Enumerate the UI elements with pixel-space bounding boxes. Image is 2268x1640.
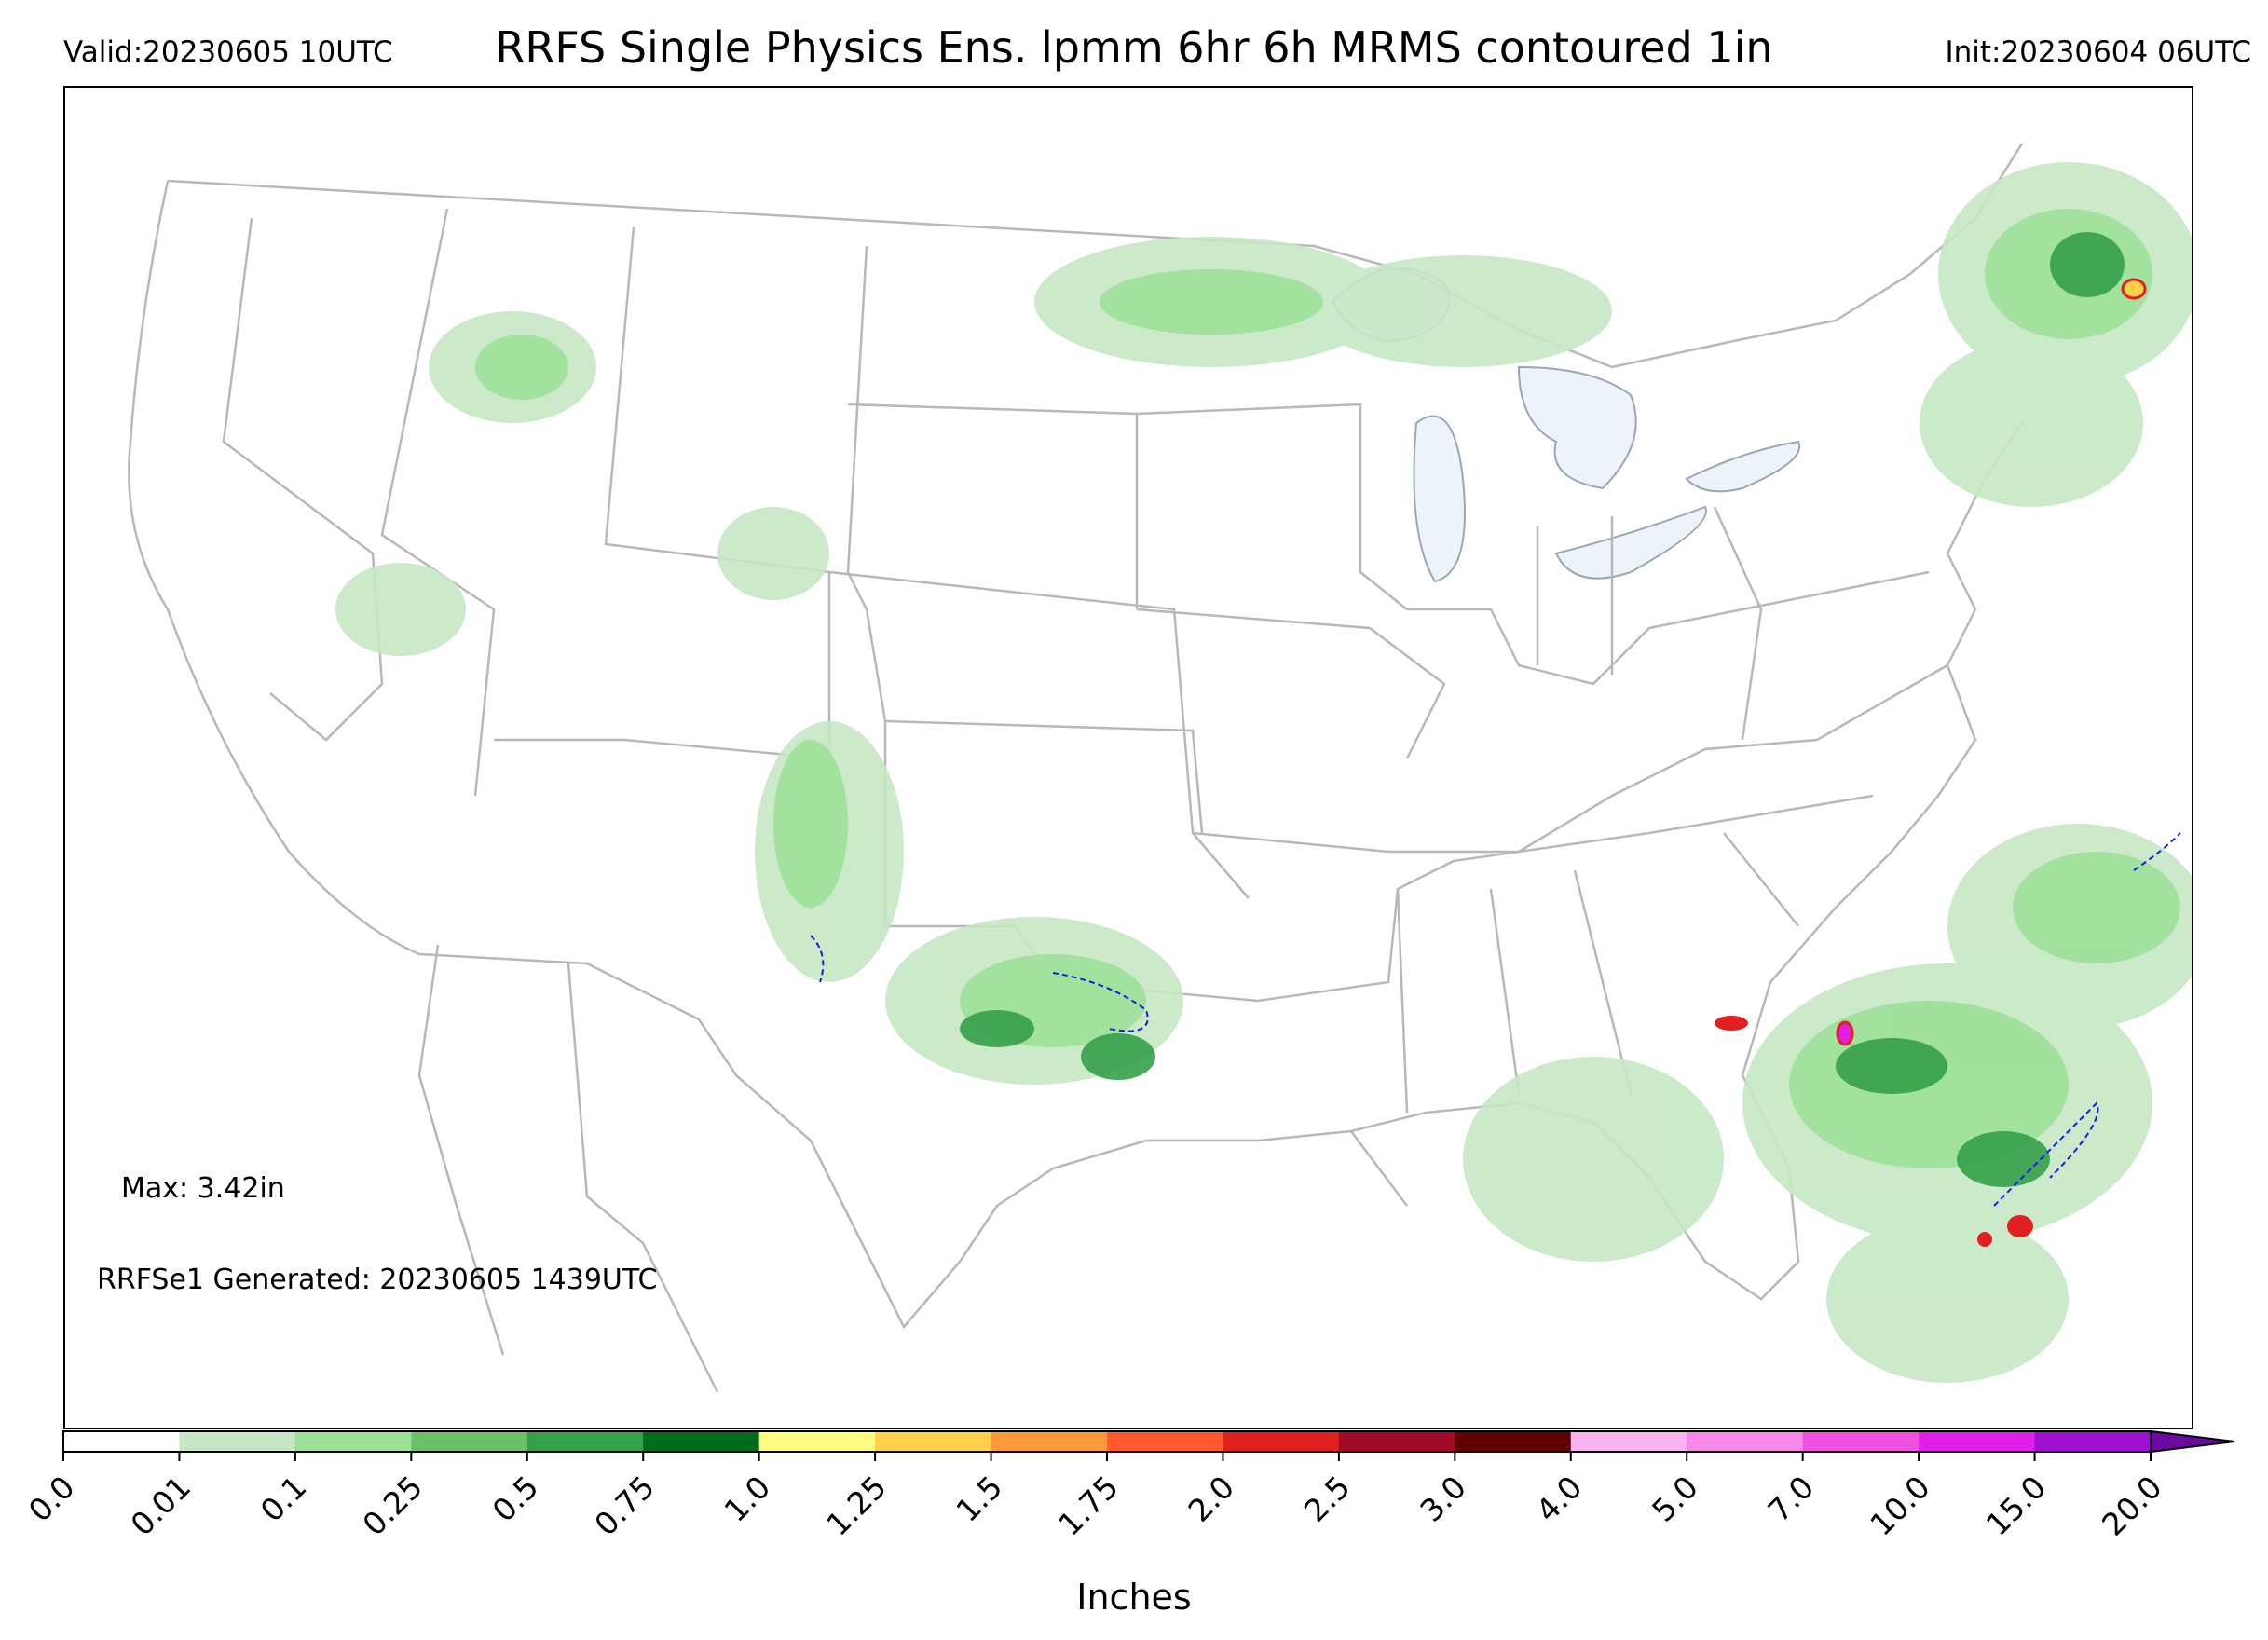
colorbar-cells xyxy=(62,1429,2235,1454)
colorbar-tick-label: 0.5 xyxy=(485,1469,546,1529)
colorbar-tick-label: 2.0 xyxy=(1181,1469,1241,1529)
colorbar-tick-label: 20.0 xyxy=(2095,1469,2169,1543)
colorbar-tick-label: 0.1 xyxy=(253,1469,314,1529)
colorbar-label: Inches xyxy=(1076,1577,1192,1618)
colorbar-cell xyxy=(1455,1431,1572,1452)
colorbar-cell xyxy=(1338,1431,1455,1452)
colorbar-cell xyxy=(411,1431,528,1452)
colorbar-tick-label: 10.0 xyxy=(1863,1469,1937,1543)
colorbar-cell xyxy=(643,1431,760,1452)
precip-light-areas xyxy=(335,162,2192,1383)
colorbar-tick-label: 0.75 xyxy=(587,1469,662,1543)
precip-medium-areas xyxy=(475,209,2180,1168)
precip-extreme-spots xyxy=(1715,278,2147,1247)
colorbar-tick-label: 0.25 xyxy=(355,1469,430,1543)
max-value-label: Max: 3.42in xyxy=(121,1172,285,1205)
colorbar-tick-label: 0.0 xyxy=(21,1469,82,1529)
colorbar-cell xyxy=(179,1431,296,1452)
precip-map xyxy=(63,86,2193,1429)
precip-swaths xyxy=(335,162,2192,1383)
colorbar-ticks: 0.0 0.01 0.1 0.25 0.5 0.75 1.0 1.25 1.5 1.75 2.0 2.… xyxy=(21,1452,2169,1543)
colorbar-tick-label: 5.0 xyxy=(1645,1469,1705,1529)
colorbar-tick-label: 15.0 xyxy=(1979,1469,2054,1543)
colorbar-tick-label: 1.25 xyxy=(819,1469,894,1543)
colorbar-tick-label: 7.0 xyxy=(1761,1469,1822,1529)
map-title: RRFS Single Physics Ens. lpmm 6hr 6h MRM… xyxy=(495,22,1773,73)
colorbar-tick-label: 2.5 xyxy=(1297,1469,1358,1529)
colorbar-cell xyxy=(1570,1431,1687,1452)
colorbar-cell xyxy=(526,1431,644,1452)
mrms-1in-contours xyxy=(810,832,2181,1207)
colorbar-cell xyxy=(875,1431,992,1452)
colorbar-tick-label: 0.01 xyxy=(124,1469,198,1543)
colorbar-tick-label: 1.5 xyxy=(950,1469,1010,1529)
colorbar-cell xyxy=(758,1431,876,1452)
colorbar-tick-label: 1.75 xyxy=(1051,1469,1126,1543)
colorbar-cell xyxy=(1223,1431,1340,1452)
colorbar-cell xyxy=(2034,1431,2152,1452)
map-canvas xyxy=(128,143,2192,1393)
colorbar-cell xyxy=(1687,1431,1804,1452)
colorbar-cell xyxy=(294,1431,412,1452)
colorbar-cell xyxy=(991,1431,1108,1452)
init-time-label: Init:20230604 06UTC xyxy=(1945,35,2251,69)
colorbar-frame xyxy=(62,1430,2152,1453)
precip-heavy-areas xyxy=(960,232,2125,1187)
colorbar-tick-label: 3.0 xyxy=(1413,1469,1473,1529)
colorbar-cell xyxy=(1919,1431,2036,1452)
colorbar-tick-label: 4.0 xyxy=(1529,1469,1590,1529)
colorbar-tick-label: 1.0 xyxy=(717,1469,778,1529)
colorbar-cell xyxy=(63,1431,180,1452)
colorbar-cell xyxy=(1107,1431,1223,1452)
colorbar-cell xyxy=(1802,1431,1920,1452)
valid-time-label: Valid:20230605 10UTC xyxy=(63,35,393,69)
colorbar-extend-arrow xyxy=(2150,1429,2235,1454)
generated-label: RRFSe1 Generated: 20230605 1439UTC xyxy=(97,1264,658,1296)
